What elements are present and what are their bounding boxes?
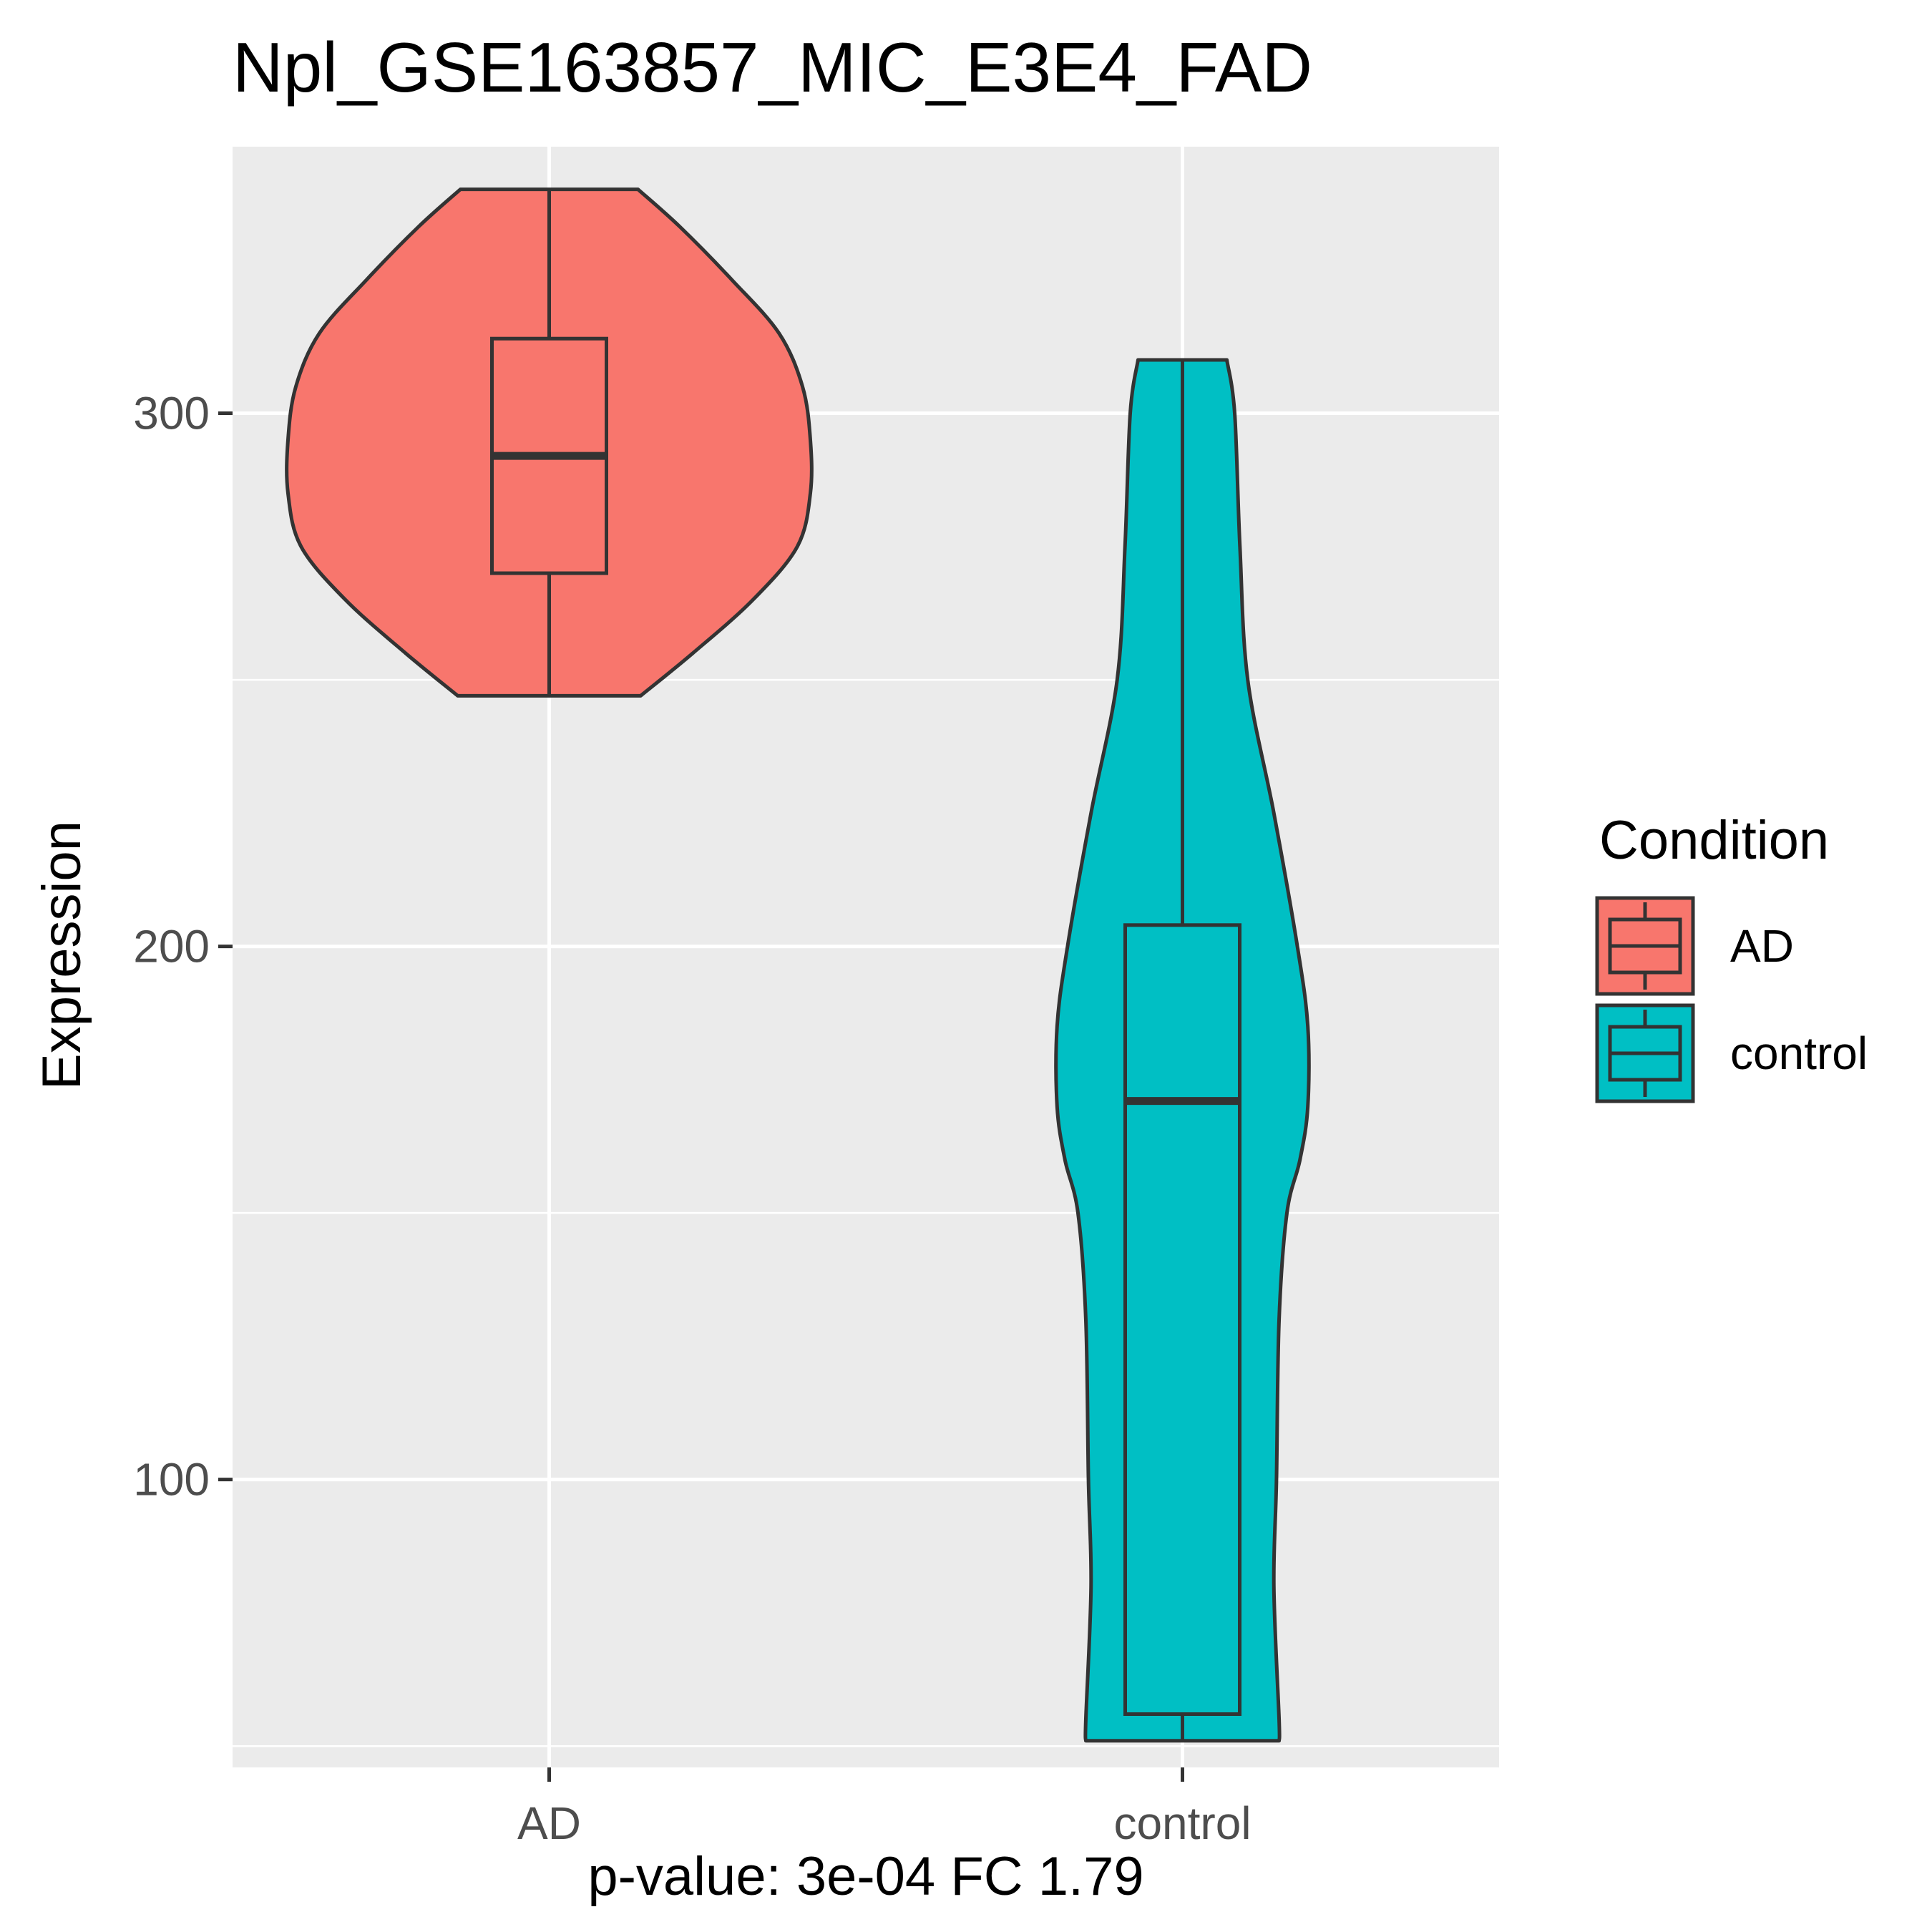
x-tick-label: control bbox=[1113, 1797, 1251, 1849]
y-tick-label: 200 bbox=[133, 921, 210, 972]
legend-label-AD: AD bbox=[1730, 920, 1794, 972]
boxplots bbox=[490, 189, 1241, 1741]
legend-label-control: control bbox=[1730, 1028, 1868, 1079]
legend: Condition AD control bbox=[1595, 810, 1868, 1103]
x-axis-title: p-value: 3e-04 FC 1.79 bbox=[587, 1846, 1143, 1907]
box-control bbox=[1123, 923, 1241, 1716]
legend-title: Condition bbox=[1599, 810, 1829, 871]
chart-title: Npl_GSE163857_MIC_E3E4_FAD bbox=[233, 28, 1312, 107]
axes: 100 200 300 AD control bbox=[133, 388, 1251, 1849]
y-tick-label: 300 bbox=[133, 388, 210, 439]
x-tick-label: AD bbox=[517, 1797, 581, 1849]
y-axis-title: Expression bbox=[31, 821, 92, 1090]
y-tick-label: 100 bbox=[133, 1454, 210, 1506]
